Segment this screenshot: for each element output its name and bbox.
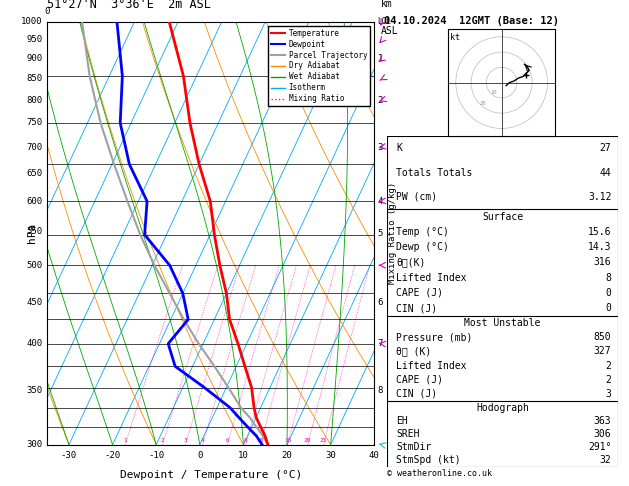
Text: θᴄ (K): θᴄ (K) xyxy=(396,347,431,356)
Text: 3: 3 xyxy=(606,389,611,399)
Text: 4: 4 xyxy=(201,437,204,443)
Text: Mixing Ratio (g/kg): Mixing Ratio (g/kg) xyxy=(387,182,397,284)
Text: 40: 40 xyxy=(369,451,380,460)
Text: 04.10.2024  12GMT (Base: 12): 04.10.2024 12GMT (Base: 12) xyxy=(384,16,559,26)
Text: 32: 32 xyxy=(599,455,611,465)
Text: 8: 8 xyxy=(606,273,611,283)
Text: 15: 15 xyxy=(284,437,291,443)
Text: 20: 20 xyxy=(304,437,311,443)
Text: Temp (°C): Temp (°C) xyxy=(396,227,449,237)
Text: 20: 20 xyxy=(282,451,292,460)
Text: 400: 400 xyxy=(26,339,42,348)
Text: 7: 7 xyxy=(377,339,383,348)
Text: 10: 10 xyxy=(491,89,497,95)
Text: 950: 950 xyxy=(26,35,42,44)
Text: -20: -20 xyxy=(104,451,121,460)
Text: ASL: ASL xyxy=(381,26,398,36)
Text: 3: 3 xyxy=(184,437,187,443)
Text: 30: 30 xyxy=(325,451,336,460)
Text: 550: 550 xyxy=(26,227,42,236)
Text: Dewpoint / Temperature (°C): Dewpoint / Temperature (°C) xyxy=(120,470,302,480)
Text: 900: 900 xyxy=(26,54,42,63)
Text: 4: 4 xyxy=(377,197,383,206)
Text: 316: 316 xyxy=(594,258,611,267)
Text: 450: 450 xyxy=(26,298,42,307)
Text: 6: 6 xyxy=(377,298,383,307)
Text: Hodograph: Hodograph xyxy=(476,402,529,413)
Text: 700: 700 xyxy=(26,142,42,152)
Text: © weatheronline.co.uk: © weatheronline.co.uk xyxy=(387,469,492,478)
Text: 363: 363 xyxy=(594,416,611,426)
Text: 0: 0 xyxy=(606,288,611,298)
Text: 1: 1 xyxy=(123,437,127,443)
Text: 44: 44 xyxy=(599,168,611,177)
Text: Surface: Surface xyxy=(482,211,523,222)
Text: 306: 306 xyxy=(594,429,611,439)
Text: 14.3: 14.3 xyxy=(588,242,611,252)
Text: 2: 2 xyxy=(377,96,383,105)
Text: 0: 0 xyxy=(197,451,203,460)
Text: 8: 8 xyxy=(377,386,383,395)
Text: 20: 20 xyxy=(480,101,486,105)
Text: Lifted Index: Lifted Index xyxy=(396,273,467,283)
Text: 2: 2 xyxy=(606,361,611,370)
Text: 5: 5 xyxy=(377,228,383,238)
Text: Dewp (°C): Dewp (°C) xyxy=(396,242,449,252)
Text: CAPE (J): CAPE (J) xyxy=(396,288,443,298)
Text: 3.12: 3.12 xyxy=(588,192,611,202)
Text: StmSpd (kt): StmSpd (kt) xyxy=(396,455,460,465)
Text: 600: 600 xyxy=(26,197,42,206)
Text: θᴄ(K): θᴄ(K) xyxy=(396,258,425,267)
Text: Totals Totals: Totals Totals xyxy=(396,168,472,177)
Text: km: km xyxy=(381,0,392,9)
Text: SREH: SREH xyxy=(396,429,420,439)
Text: 300: 300 xyxy=(26,440,42,449)
Text: 0: 0 xyxy=(606,303,611,313)
Text: 6: 6 xyxy=(225,437,229,443)
Text: Pressure (mb): Pressure (mb) xyxy=(396,332,472,342)
Text: 800: 800 xyxy=(26,96,42,105)
Text: 850: 850 xyxy=(26,74,42,84)
Text: 27: 27 xyxy=(599,143,611,153)
Text: hPa: hPa xyxy=(28,223,38,243)
Text: 10: 10 xyxy=(257,437,264,443)
Text: 1000: 1000 xyxy=(21,17,42,26)
Text: 500: 500 xyxy=(26,261,42,270)
Text: -30: -30 xyxy=(61,451,77,460)
Text: 0: 0 xyxy=(45,6,50,16)
Text: CAPE (J): CAPE (J) xyxy=(396,375,443,385)
Text: 1: 1 xyxy=(377,54,383,63)
Text: 10: 10 xyxy=(238,451,249,460)
Legend: Temperature, Dewpoint, Parcel Trajectory, Dry Adiabat, Wet Adiabat, Isotherm, Mi: Temperature, Dewpoint, Parcel Trajectory… xyxy=(268,26,370,106)
Text: LCL: LCL xyxy=(377,17,391,26)
Text: 25: 25 xyxy=(320,437,327,443)
Text: Lifted Index: Lifted Index xyxy=(396,361,467,370)
Text: PW (cm): PW (cm) xyxy=(396,192,437,202)
Text: 650: 650 xyxy=(26,169,42,178)
Text: 3: 3 xyxy=(377,142,383,152)
Text: 350: 350 xyxy=(26,386,42,395)
Text: 327: 327 xyxy=(594,347,611,356)
Text: kt: kt xyxy=(450,34,460,42)
Text: CIN (J): CIN (J) xyxy=(396,303,437,313)
Text: -10: -10 xyxy=(148,451,164,460)
Text: 2: 2 xyxy=(160,437,164,443)
Text: 2: 2 xyxy=(606,375,611,385)
Text: 51°27'N  3°36'E  2m ASL: 51°27'N 3°36'E 2m ASL xyxy=(47,0,211,11)
Text: 750: 750 xyxy=(26,119,42,127)
Text: StmDir: StmDir xyxy=(396,442,431,452)
Text: EH: EH xyxy=(396,416,408,426)
Text: K: K xyxy=(396,143,402,153)
Text: 8: 8 xyxy=(244,437,248,443)
Text: CIN (J): CIN (J) xyxy=(396,389,437,399)
Text: 15.6: 15.6 xyxy=(588,227,611,237)
Text: 850: 850 xyxy=(594,332,611,342)
Text: 291°: 291° xyxy=(588,442,611,452)
Text: Most Unstable: Most Unstable xyxy=(464,318,541,328)
